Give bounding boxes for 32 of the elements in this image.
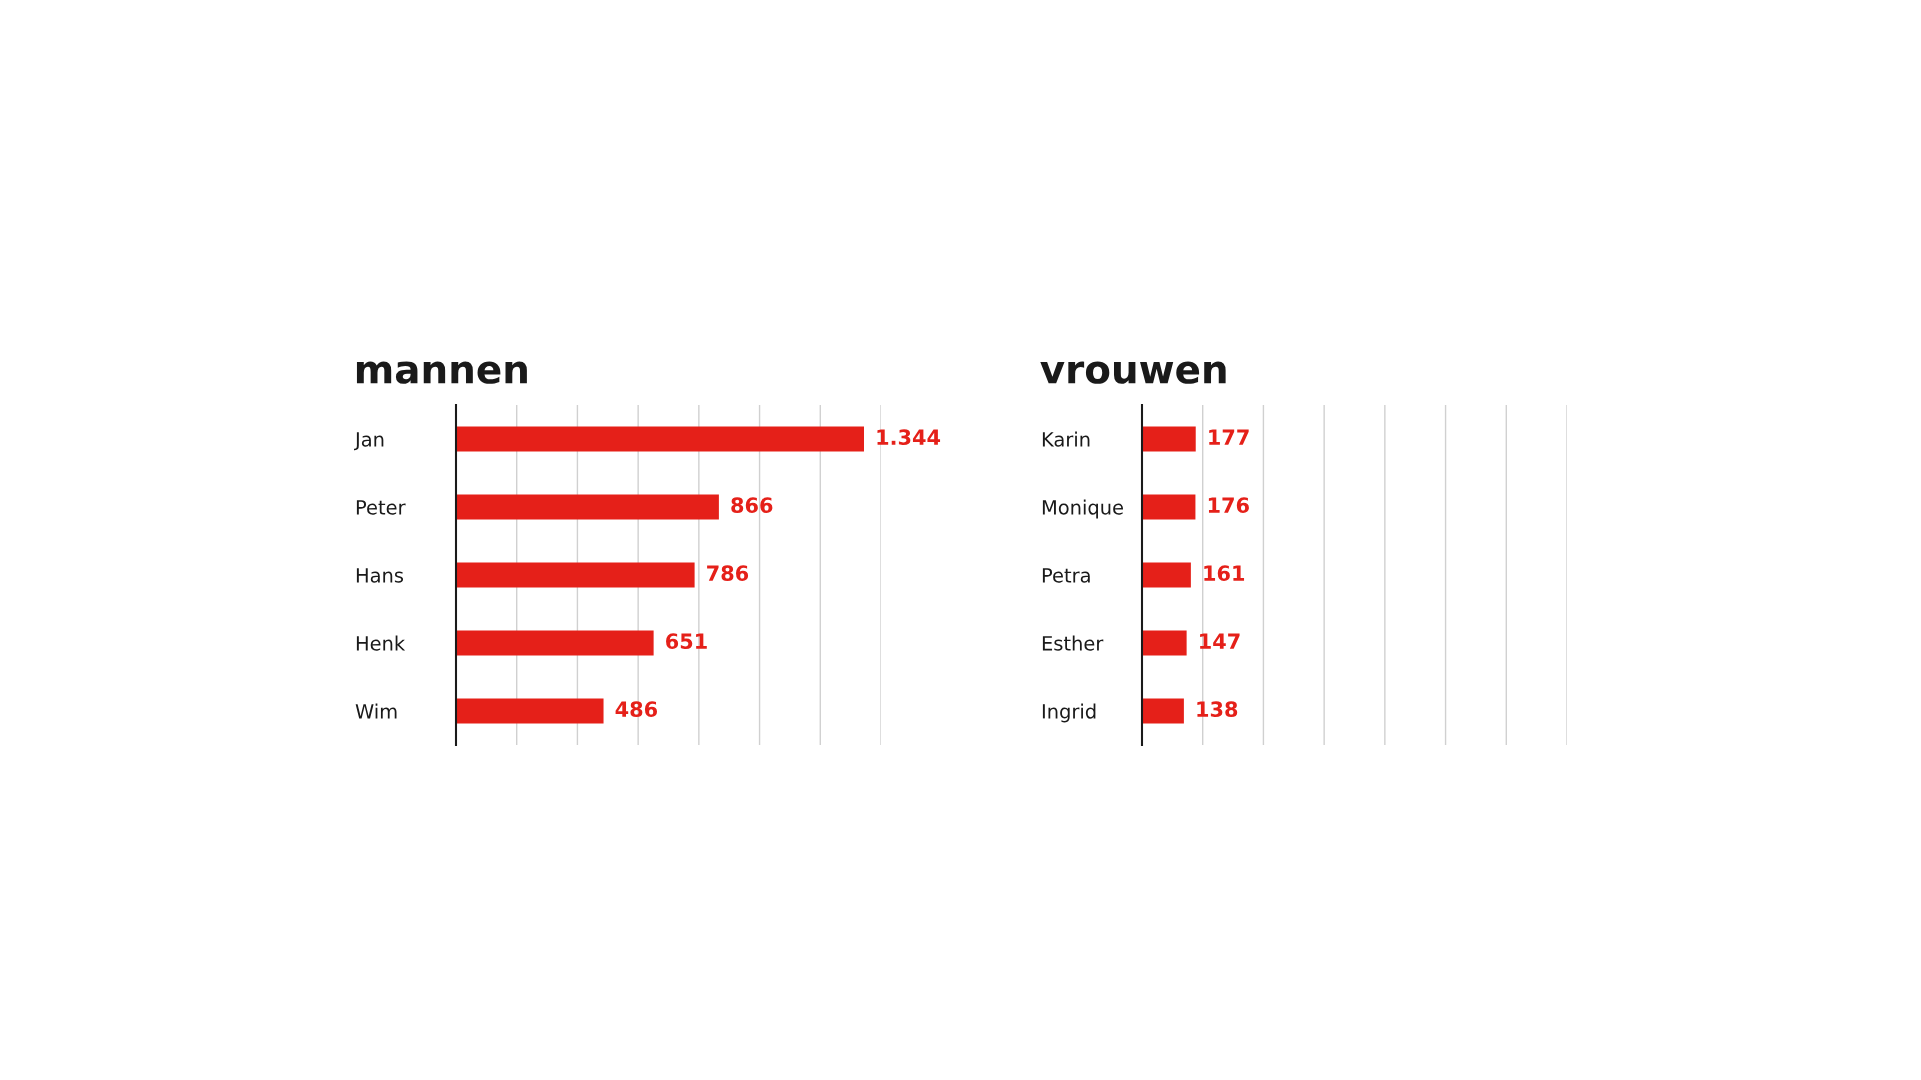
data-label: 138 bbox=[1197, 701, 1238, 718]
bar bbox=[1142, 562, 1191, 588]
data-label: 176 bbox=[1208, 497, 1249, 514]
data-label: 147 bbox=[1200, 633, 1240, 649]
y-tick-label: Petra bbox=[1042, 568, 1090, 583]
data-label: 786 bbox=[707, 565, 749, 582]
bar bbox=[456, 630, 654, 656]
y-tick-label: Jan bbox=[353, 432, 384, 451]
y-tick-label: Karin bbox=[1042, 431, 1090, 447]
y-tick-label: Monique bbox=[1042, 499, 1123, 519]
y-tick-label: Henk bbox=[356, 635, 406, 651]
bar bbox=[1142, 494, 1196, 520]
data-label: 651 bbox=[666, 633, 707, 650]
bar bbox=[456, 562, 695, 588]
chart-title: mannen bbox=[356, 361, 527, 384]
y-tick-label: Ingrid bbox=[1042, 703, 1096, 723]
bar bbox=[1142, 630, 1187, 656]
bar bbox=[456, 698, 604, 724]
data-label: 177 bbox=[1209, 429, 1249, 445]
y-tick-label: Wim bbox=[355, 703, 397, 719]
bar bbox=[1142, 698, 1184, 724]
y-tick-label: Peter bbox=[356, 500, 406, 515]
bar bbox=[456, 494, 719, 520]
data-label: 1.344 bbox=[877, 429, 941, 446]
chart-title: vrouwen bbox=[1040, 361, 1226, 384]
data-label: 486 bbox=[615, 701, 658, 718]
y-tick-label: Esther bbox=[1042, 635, 1104, 651]
bar bbox=[456, 426, 864, 452]
data-label: 866 bbox=[731, 497, 773, 514]
data-label: 161 bbox=[1204, 565, 1245, 582]
bar bbox=[1142, 426, 1196, 452]
y-tick-label: Hans bbox=[356, 568, 404, 583]
